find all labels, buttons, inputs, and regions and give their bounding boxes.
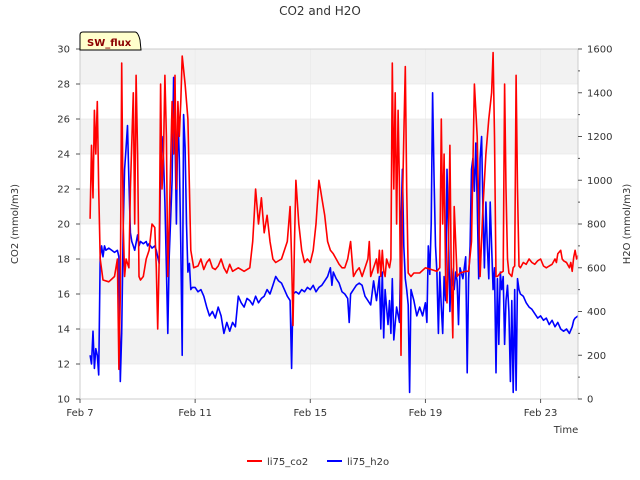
left-y-tick-label: 14 (57, 325, 70, 336)
left-y-tick-label: 20 (57, 220, 70, 231)
right-y-tick-label: 1600 (587, 45, 612, 56)
x-tick-label: Feb 11 (178, 408, 212, 419)
badge-label: SW_flux (87, 38, 132, 49)
left-y-tick-label: 22 (57, 185, 70, 196)
right-y-tick-label: 0 (587, 395, 593, 406)
left-y-tick-label: 10 (57, 395, 70, 406)
series-layer (89, 51, 579, 394)
left-y-tick-label: 18 (57, 255, 70, 266)
x-axis-title: Time (553, 425, 578, 436)
series-line-li75-co2 (89, 51, 579, 371)
legend-label-co2: li75_co2 (267, 457, 308, 468)
left-y-tick-label: 24 (57, 150, 70, 161)
left-y-tick-label: 16 (57, 290, 70, 301)
left-y-tick-label: 12 (57, 360, 70, 371)
x-tick-label: Feb 23 (524, 408, 558, 419)
chart-title: CO2 and H2O (279, 4, 361, 18)
right-y-tick-label: 800 (587, 220, 606, 231)
x-axis: Feb 7 Feb 11 Feb 15 Feb 19 Feb 23 (66, 399, 557, 419)
x-tick-label: Feb 19 (409, 408, 443, 419)
badge-shape (79, 31, 142, 51)
right-y-tick-label: 1400 (587, 88, 612, 99)
grid-band (80, 49, 578, 84)
legend-label-h2o: li75_h2o (347, 457, 389, 468)
left-y-axis: 10 12 14 16 18 20 22 24 26 28 30 (57, 45, 80, 406)
right-y-tick-label: 200 (587, 351, 606, 362)
right-y-tick-label: 1200 (587, 132, 612, 143)
legend: li75_co2 li75_h2o (247, 457, 389, 468)
left-y-tick-label: 28 (57, 80, 70, 91)
right-y-axis-title: H2O (mmol/m3) (622, 184, 633, 265)
grid-band (80, 329, 578, 364)
left-y-tick-label: 26 (57, 115, 70, 126)
x-tick-label: Feb 7 (66, 408, 93, 419)
sw-flux-badge: SW_flux (79, 31, 142, 51)
right-y-tick-label: 400 (587, 307, 606, 318)
left-y-tick-label: 30 (57, 45, 70, 56)
grid-band (80, 119, 578, 154)
right-y-tick-label: 1000 (587, 176, 612, 187)
x-tick-label: Feb 15 (293, 408, 327, 419)
right-y-tick-label: 600 (587, 263, 606, 274)
left-y-axis-title: CO2 (mmol/m3) (10, 184, 21, 264)
right-y-axis: 0 200 400 600 800 1000 1200 1400 1600 (578, 45, 612, 406)
